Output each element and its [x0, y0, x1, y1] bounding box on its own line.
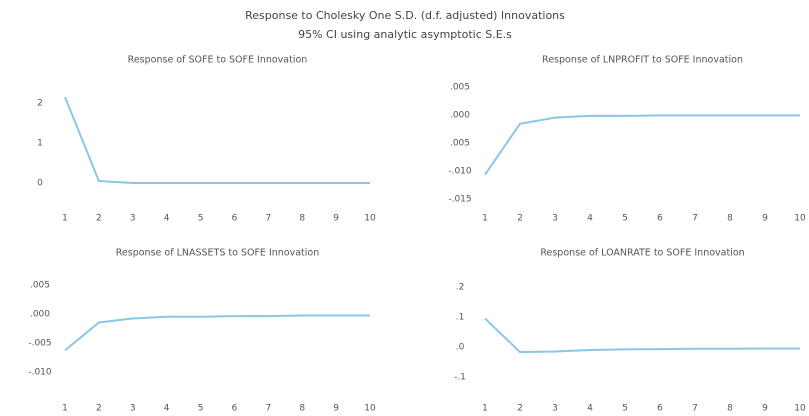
x-tick-label: 2 — [96, 404, 102, 414]
x-tick-label: 7 — [265, 214, 271, 224]
x-tick-label: 9 — [333, 214, 339, 224]
response-line — [64, 96, 370, 184]
y-tick-label: .000 — [450, 110, 470, 120]
x-tick-label: 8 — [299, 404, 305, 414]
y-tick-label: .2 — [456, 282, 465, 292]
x-tick-label: 5 — [622, 214, 628, 224]
y-tick-label: -.005 — [28, 338, 51, 348]
x-tick-label: 10 — [794, 404, 806, 414]
y-tick-label: -.010 — [28, 367, 52, 377]
panel-title: Response of LOANRATE to SOFE Innovation — [540, 248, 744, 259]
x-tick-label: 5 — [622, 404, 628, 414]
y-tick-label: -.010 — [448, 166, 472, 176]
y-tick-label: .0 — [456, 342, 465, 352]
x-tick-label: 4 — [587, 404, 593, 414]
response-line — [484, 114, 800, 176]
y-tick-label: -.015 — [448, 194, 471, 204]
y-tick-label: .005 — [30, 280, 50, 290]
x-tick-label: 6 — [232, 404, 238, 414]
response-line — [64, 314, 370, 352]
x-tick-label: 4 — [587, 214, 593, 224]
x-tick-label: 8 — [727, 404, 733, 414]
x-tick-label: 3 — [552, 404, 558, 414]
x-tick-label: 2 — [96, 214, 102, 224]
x-tick-label: 10 — [364, 404, 376, 414]
x-tick-label: 8 — [299, 214, 305, 224]
panel-title: Response of LNPROFIT to SOFE Innovation — [542, 55, 743, 66]
chart-subtitle: 95% CI using analytic asymptotic S.E.s — [298, 28, 512, 41]
x-tick-label: 9 — [333, 404, 339, 414]
x-tick-label: 10 — [364, 214, 376, 224]
x-tick-label: 1 — [62, 214, 68, 224]
y-tick-label: 2 — [37, 99, 43, 109]
x-tick-label: 2 — [517, 214, 523, 224]
x-tick-label: 6 — [657, 404, 663, 414]
y-tick-label: .005 — [450, 82, 470, 92]
x-tick-label: 1 — [482, 214, 488, 224]
x-tick-label: 9 — [762, 214, 768, 224]
x-tick-label: 4 — [164, 404, 170, 414]
chart-title: Response to Cholesky One S.D. (d.f. adju… — [245, 9, 565, 22]
x-tick-label: 4 — [164, 214, 170, 224]
y-tick-label: 1 — [37, 139, 43, 149]
y-tick-label: 0 — [37, 179, 43, 189]
x-tick-label: 3 — [130, 214, 136, 224]
x-tick-label: 6 — [657, 214, 663, 224]
x-tick-label: 8 — [727, 214, 733, 224]
x-tick-label: 10 — [794, 214, 806, 224]
y-tick-label: .1 — [456, 312, 465, 322]
y-tick-label: -.1 — [454, 372, 466, 382]
x-tick-label: 2 — [517, 404, 523, 414]
x-tick-label: 1 — [482, 404, 488, 414]
x-tick-label: 5 — [198, 404, 204, 414]
response-line — [484, 317, 800, 354]
x-tick-label: 3 — [552, 214, 558, 224]
x-tick-label: 1 — [62, 404, 68, 414]
panel-title: Response of SOFE to SOFE Innovation — [128, 55, 308, 66]
x-tick-label: 3 — [130, 404, 136, 414]
x-tick-label: 7 — [692, 404, 698, 414]
x-tick-label: 5 — [198, 214, 204, 224]
y-tick-label: .000 — [30, 309, 50, 319]
y-tick-label: .005 — [450, 138, 470, 148]
x-tick-label: 7 — [265, 404, 271, 414]
panel-title: Response of LNASSETS to SOFE Innovation — [116, 248, 320, 259]
x-tick-label: 6 — [232, 214, 238, 224]
x-tick-label: 9 — [762, 404, 768, 414]
x-tick-label: 7 — [692, 214, 698, 224]
